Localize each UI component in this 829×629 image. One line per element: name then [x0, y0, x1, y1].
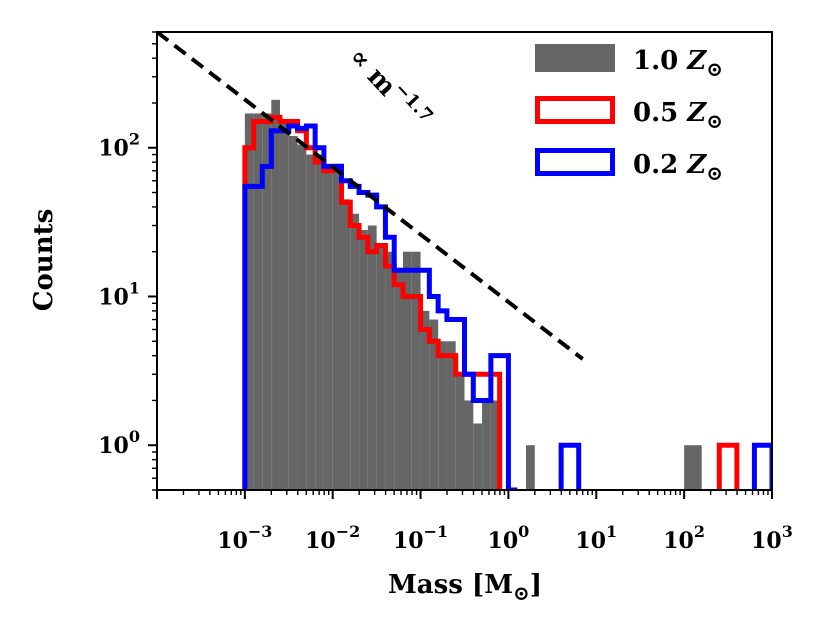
- series-1-0-bars: [244, 99, 702, 490]
- bar-1-0-27: [482, 400, 491, 490]
- reference-line: [157, 32, 584, 361]
- y-tick-exp: 0: [129, 427, 140, 446]
- x-tick-label-1: 10−2: [305, 522, 360, 554]
- x-axis-label: Mass [M⊙]: [388, 570, 542, 605]
- x-tick-base: 10: [751, 528, 782, 554]
- bar-1-0-25: [464, 400, 474, 490]
- bar-1-0-11: [341, 199, 351, 490]
- legend-sun: ⊙: [706, 57, 723, 81]
- reference-line-exponent: −1.7: [390, 78, 437, 126]
- x-tick-label-3: 100: [488, 522, 530, 554]
- x-tick-exp: 1: [606, 522, 617, 541]
- x-tick-exp: −1: [424, 522, 449, 541]
- x-tick-exp: 0: [518, 522, 529, 541]
- step-0-5-extra-0: [716, 442, 740, 490]
- bar-1-0-24: [455, 374, 465, 490]
- bar-1-0-6: [297, 144, 307, 490]
- y-tick-base: 10: [98, 284, 129, 310]
- bar-1-0-2: [262, 113, 272, 490]
- step-series: [242, 114, 772, 490]
- x-axis-label-sun: ⊙: [513, 581, 530, 605]
- legend-label-2: 0.2 Z⊙: [633, 150, 723, 185]
- bar-1-0-4: [279, 121, 289, 490]
- step-0-5: [242, 114, 503, 490]
- bar-1-0-0: [244, 113, 254, 490]
- bar-1-0-1: [253, 113, 263, 490]
- x-tick-exp: 2: [694, 522, 705, 541]
- x-tick-label-2: 10−1: [393, 522, 448, 554]
- legend-swatch-0: [535, 44, 615, 72]
- bar-1-0-9: [323, 170, 333, 490]
- legend-label-0: 1.0 Z⊙: [633, 46, 723, 81]
- legend-value: 0.5: [633, 98, 687, 128]
- y-axis-label: Counts: [29, 209, 59, 312]
- bar-1-0-20: [420, 310, 430, 490]
- legend-z: Z: [686, 98, 707, 128]
- bar-1-0-3: [271, 99, 280, 490]
- y-tick-exp: 2: [129, 130, 140, 149]
- y-tick-label-0: 100: [98, 427, 140, 459]
- bar-1-0-23: [446, 341, 456, 490]
- y-tick-exp: 1: [129, 278, 140, 297]
- x-tick-exp: −2: [336, 522, 361, 541]
- step-0-2-extra-1: [751, 442, 772, 490]
- y-tick-label-2: 102: [98, 130, 140, 162]
- legend-label-1: 0.5 Z⊙: [633, 98, 723, 133]
- x-tick-base: 10: [488, 528, 519, 554]
- x-tick-base: 10: [575, 528, 606, 554]
- x-tick-label-5: 102: [663, 522, 705, 554]
- bar-1-0-5: [288, 135, 298, 490]
- legend-z: Z: [686, 46, 707, 76]
- bar-1-0-18: [403, 251, 412, 490]
- y-tick-label-1: 101: [98, 278, 140, 310]
- x-axis-label-main: Mass [M: [388, 570, 513, 600]
- bar-1-0-14: [367, 225, 377, 490]
- legend-swatch-1: [535, 96, 615, 124]
- bar-1-0-22: [438, 341, 447, 490]
- x-tick-base: 10: [393, 528, 424, 554]
- bar-1-0-26: [473, 423, 483, 490]
- bar-1-0-8: [315, 154, 324, 490]
- bar-1-0-15: [376, 245, 386, 490]
- bar-1-0-21: [429, 319, 439, 490]
- bar-1-0-7: [306, 154, 316, 490]
- legend-swatch-2: [535, 148, 615, 176]
- bar-1-0-19: [411, 251, 421, 490]
- bar-1-0-33: [684, 445, 702, 490]
- x-tick-base: 10: [663, 528, 694, 554]
- y-tick-base: 10: [98, 433, 129, 459]
- bar-1-0-10: [332, 163, 342, 490]
- x-tick-base: 10: [217, 528, 248, 554]
- bar-1-0-16: [385, 251, 395, 490]
- bar-1-0-12: [350, 213, 360, 490]
- step-0-2-extra-0: [558, 442, 582, 490]
- y-tick-base: 10: [98, 136, 129, 162]
- plot-frame: [156, 31, 773, 491]
- x-tick-exp: −3: [248, 522, 273, 541]
- legend-z: Z: [686, 150, 707, 180]
- bar-1-0-17: [394, 270, 404, 490]
- x-tick-label-0: 10−3: [217, 522, 272, 554]
- x-axis-label-end: ]: [530, 570, 542, 600]
- legend: 1.0 Z⊙0.5 Z⊙0.2 Z⊙: [535, 44, 723, 185]
- legend-value: 0.2: [633, 150, 687, 180]
- legend-value: 1.0: [633, 46, 687, 76]
- bar-1-0-13: [359, 229, 368, 490]
- x-tick-exp: 3: [782, 522, 793, 541]
- x-tick-label-4: 101: [575, 522, 617, 554]
- reference-line-label: ∝ m−1.7: [343, 39, 437, 136]
- bar-1-0-32: [525, 445, 535, 490]
- step-0-2: [242, 123, 518, 490]
- legend-sun: ⊙: [706, 161, 723, 185]
- legend-sun: ⊙: [706, 109, 723, 133]
- x-tick-label-6: 103: [751, 522, 793, 554]
- bar-1-0-28: [490, 400, 500, 490]
- power-law-line: [157, 32, 584, 361]
- x-tick-base: 10: [305, 528, 336, 554]
